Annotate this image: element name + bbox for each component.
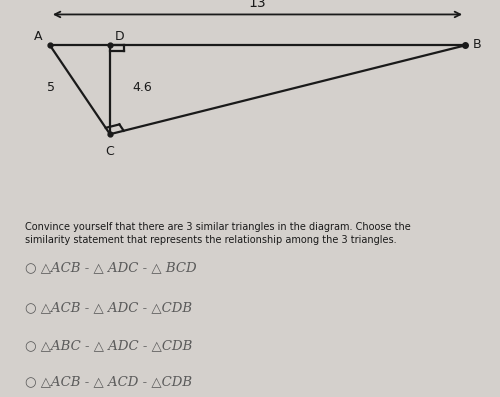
Text: 4.6: 4.6 — [132, 81, 152, 94]
Text: B: B — [472, 38, 481, 51]
Text: D: D — [115, 30, 124, 43]
Text: ○ △ACB - △ ADC - △ BCD: ○ △ACB - △ ADC - △ BCD — [25, 261, 196, 274]
Text: 13: 13 — [248, 0, 266, 10]
Text: ○ △ABC - △ ADC - △CDB: ○ △ABC - △ ADC - △CDB — [25, 339, 192, 352]
Text: Convince yourself that there are 3 similar triangles in the diagram. Choose the
: Convince yourself that there are 3 simil… — [25, 222, 411, 245]
Text: ○ △ACB - △ ADC - △CDB: ○ △ACB - △ ADC - △CDB — [25, 301, 192, 314]
Text: 5: 5 — [47, 81, 55, 94]
Text: A: A — [34, 30, 42, 43]
Text: ○ △ACB - △ ACD - △CDB: ○ △ACB - △ ACD - △CDB — [25, 375, 192, 388]
Text: C: C — [106, 145, 114, 158]
